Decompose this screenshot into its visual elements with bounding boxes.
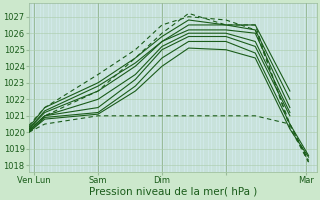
X-axis label: Pression niveau de la mer( hPa ): Pression niveau de la mer( hPa ) — [89, 187, 257, 197]
